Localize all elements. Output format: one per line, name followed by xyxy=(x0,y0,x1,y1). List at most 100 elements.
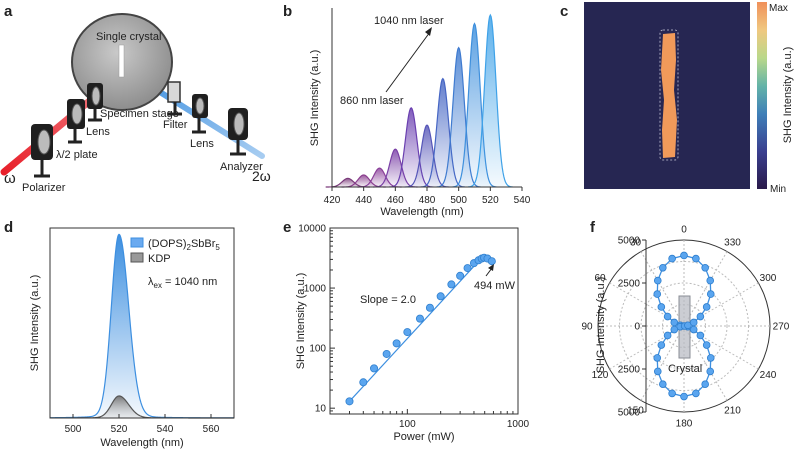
e-annotation-power: 494 mW xyxy=(474,280,516,292)
f-angle-label: 240 xyxy=(760,370,777,381)
f-angle-label: 330 xyxy=(724,238,741,249)
e-point xyxy=(415,314,424,323)
f-angle-label: 60 xyxy=(594,273,606,284)
panel-letter-f: f xyxy=(590,219,596,236)
b-peak-520 xyxy=(468,13,513,188)
e-x-tick-label: 1000 xyxy=(507,419,530,430)
e-y-tick-label: 10000 xyxy=(298,224,326,235)
f-radial-tick-label: 2500 xyxy=(618,365,641,376)
e-point xyxy=(403,328,412,337)
label-specimen-stage: Specimen stage xyxy=(100,108,179,120)
b-x-tick-label: 520 xyxy=(482,195,499,206)
b-x-tick-label: 500 xyxy=(450,195,467,206)
f-point xyxy=(657,303,666,311)
f-point xyxy=(657,341,666,349)
e-point xyxy=(392,339,401,348)
e-point xyxy=(447,280,456,289)
d-x-tick-label: 560 xyxy=(203,424,220,435)
f-point xyxy=(706,367,715,376)
f-crystal-label: Crystal xyxy=(668,363,702,375)
c-colorbar-max: Max xyxy=(769,3,788,14)
b-peak-fill-510 xyxy=(452,23,497,187)
label-lens-1: Lens xyxy=(86,126,110,138)
e-y-tick-label: 10 xyxy=(315,404,327,415)
d-frame xyxy=(49,227,235,419)
f-point xyxy=(706,276,715,285)
f-point xyxy=(701,380,709,388)
label-analyzer: Analyzer xyxy=(220,161,263,173)
e-y-tick-label: 1000 xyxy=(304,284,327,295)
d-legend-kdp: KDP xyxy=(148,253,171,265)
c-colorbar xyxy=(757,2,767,189)
e-point xyxy=(359,378,368,387)
b-peak-fill-520 xyxy=(468,15,513,187)
f-angle-label: 90 xyxy=(581,322,593,333)
panel-a: a Single crystal Specimen stage Polarize… xyxy=(0,3,271,194)
f-point xyxy=(659,264,667,272)
f-point xyxy=(706,354,715,362)
c-crystal-outline xyxy=(659,29,679,161)
d-x-label: Wavelength (nm) xyxy=(100,437,183,449)
f-point xyxy=(692,254,700,263)
f-radial-tick-label: 2500 xyxy=(618,279,641,290)
c-crystal-shg-map xyxy=(661,33,677,158)
b-peak-fill-470 xyxy=(389,107,434,187)
d-legend-swatch-kdp xyxy=(130,252,144,263)
f-point xyxy=(706,290,715,298)
half-wave-plate-component xyxy=(67,99,85,144)
e-point xyxy=(456,271,465,280)
f-point xyxy=(696,312,705,321)
d-y-label: SHG Intensity (a.u.) xyxy=(29,275,41,372)
f-y-label: SHG Intensity (a.u.) xyxy=(595,277,607,374)
label-two-omega: 2ω xyxy=(252,168,271,184)
b-ticks: 420 440 460 480 500 520 540 xyxy=(324,187,531,206)
single-crystal-sample xyxy=(118,44,125,78)
label-lens-2: Lens xyxy=(190,138,214,150)
label-half-wave-plate: λ/2 plate xyxy=(56,149,98,161)
f-radial-tick-label: 5000 xyxy=(618,236,641,247)
e-ticks: 100 1000 10 100 1000 10000 xyxy=(298,224,529,431)
f-point xyxy=(668,389,676,398)
d-x-tick-label: 540 xyxy=(157,424,174,435)
f-grid-ring xyxy=(640,282,728,370)
b-x-tick-label: 480 xyxy=(419,195,436,206)
analyzer-component xyxy=(228,108,248,156)
filter-component xyxy=(167,81,182,116)
e-point xyxy=(382,349,391,358)
f-point xyxy=(653,354,662,362)
e-point xyxy=(425,303,434,312)
lens-1-component xyxy=(87,83,103,122)
b-annotation-860: 860 nm laser xyxy=(340,95,404,107)
f-point xyxy=(659,380,667,388)
f-point xyxy=(670,325,679,334)
b-peak-fill-490 xyxy=(420,78,465,187)
panel-letter-a: a xyxy=(4,3,13,20)
e-y-label: SHG Intensity (a.u.) xyxy=(295,273,307,370)
d-legend-swatch-dops xyxy=(130,237,144,248)
e-x-label: Power (mW) xyxy=(393,431,454,443)
f-angle-label: 210 xyxy=(724,406,741,417)
f-angle-label: 180 xyxy=(676,419,693,430)
f-grid-spoke xyxy=(640,251,685,327)
f-point xyxy=(668,254,676,263)
d-ticks: 500 520 540 560 xyxy=(65,414,220,435)
f-point xyxy=(702,303,711,311)
f-angle-label: 150 xyxy=(627,406,644,417)
e-arrow-head xyxy=(488,264,494,271)
f-point xyxy=(653,276,662,285)
f-point xyxy=(696,331,705,340)
label-filter: Filter xyxy=(163,119,188,131)
f-angle-label: 0 xyxy=(681,225,687,236)
b-x-tick-label: 440 xyxy=(355,195,372,206)
f-point xyxy=(663,331,672,340)
b-peak-fill-440 xyxy=(341,174,386,187)
d-annotation-lambda: λex = 1040 nm xyxy=(148,276,217,290)
b-x-label: Wavelength (nm) xyxy=(380,206,463,218)
f-radial-tick-label: 5000 xyxy=(618,408,641,419)
b-peak-fill-460 xyxy=(373,149,418,187)
b-annotation-1040: 1040 nm laser xyxy=(374,15,444,27)
b-peak-fill-450 xyxy=(357,168,402,187)
d-x-tick-label: 520 xyxy=(111,424,128,435)
f-point xyxy=(663,312,672,321)
